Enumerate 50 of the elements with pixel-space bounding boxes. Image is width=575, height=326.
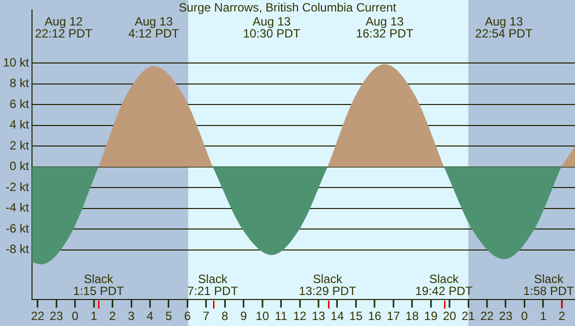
x-tick-label: 16 [368, 309, 382, 324]
annotation: Slack 7:21 PDT [187, 272, 239, 298]
x-tick-label: 10 [256, 309, 270, 324]
x-tick-label: 3 [128, 309, 135, 324]
x-tick-label: 12 [293, 309, 307, 324]
x-tick-label: 19 [424, 309, 438, 324]
x-tick-label: 22 [30, 309, 45, 324]
annotation: Slack 1:58 PDT [523, 272, 575, 298]
y-tick-label: -4 kt [6, 200, 30, 215]
annotation: Aug 13 16:32 PDT [356, 14, 414, 40]
y-tick-label: 2 kt [10, 138, 30, 152]
y-tick-label: 10 kt [3, 55, 30, 70]
x-tick-label: 11 [274, 309, 288, 324]
x-tick-label: 14 [330, 309, 344, 324]
x-tick-label: 0 [521, 309, 528, 324]
annotation: Aug 13 4:12 PDT [128, 14, 180, 40]
x-tick-label: 0 [72, 309, 79, 324]
x-tick-label: 7 [202, 309, 210, 324]
x-tick-label: 2 [558, 309, 566, 324]
y-tick-label: -6 kt [6, 221, 30, 236]
y-tick-label: 8 kt [10, 76, 30, 90]
x-tick-label: 23 [50, 309, 64, 324]
x-tick-label: 21 [462, 309, 476, 324]
x-tick-label: 5 [165, 309, 172, 324]
annotation: Aug 13 22:54 PDT [475, 14, 534, 40]
x-tick-label: 23 [499, 309, 513, 324]
annotation: Slack 13:29 PDT [298, 272, 357, 298]
x-tick-label: 9 [240, 309, 248, 324]
annotation: Slack 19:42 PDT [415, 272, 474, 298]
x-tick-label: 22 [480, 309, 494, 324]
x-tick-label: 17 [386, 309, 400, 324]
y-tick-label: -8 kt [6, 242, 30, 256]
chart-title: Surge Narrows, British Columbia Current [178, 0, 397, 14]
x-tick-label: 4 [146, 309, 154, 324]
y-tick-label: 0 kt [10, 159, 30, 174]
x-tick-label: 1 [540, 309, 547, 324]
y-tick-label: 4 kt [10, 118, 30, 132]
annotation: Slack 1:15 PDT [73, 272, 124, 298]
y-tick-label: 6 kt [10, 96, 30, 111]
annotation: Aug 12 22:12 PDT [35, 14, 94, 40]
x-tick-label: 13 [312, 309, 326, 324]
x-tick-label: 2 [109, 309, 116, 324]
x-tick-label: 15 [349, 309, 363, 324]
x-tick-label: 1 [90, 309, 98, 324]
x-tick-label: 6 [184, 309, 192, 324]
x-tick-label: 20 [442, 309, 457, 324]
annotation: Aug 13 10:30 PDT [242, 14, 302, 40]
x-tick-label: 8 [222, 309, 229, 324]
y-tick-label: -2 kt [6, 180, 30, 194]
x-tick-label: 18 [405, 309, 420, 324]
